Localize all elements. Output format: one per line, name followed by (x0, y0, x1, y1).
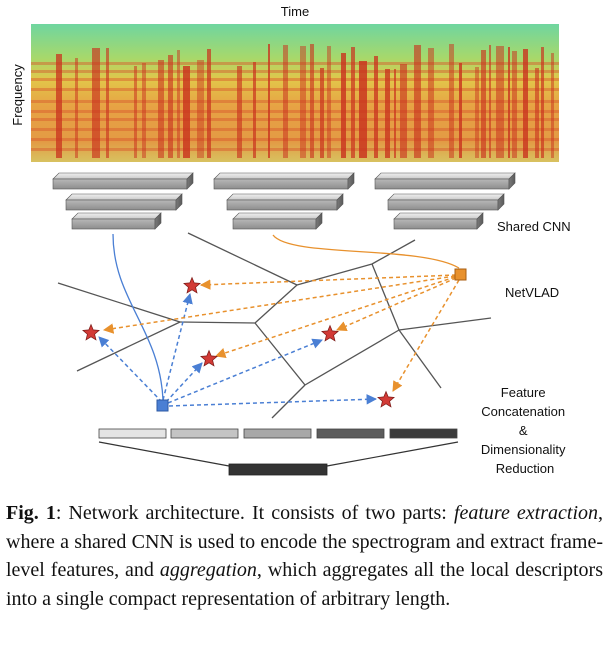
aggregation-label-line: Feature (501, 385, 546, 400)
shared-cnn-stacks (52, 172, 516, 230)
aggregation-label: Feature Concatenation & Dimensionality R… (481, 385, 569, 476)
blue-local-descriptor (156, 399, 169, 412)
caption-label: Fig. 1 (6, 502, 56, 524)
cluster-center-star (200, 349, 218, 367)
blue-residual-arrows (98, 292, 378, 407)
caption-text: , which aggregates all the local descrip… (6, 559, 603, 610)
aggregation-label-line: Concatenation (481, 404, 565, 419)
cnn-layer (226, 193, 344, 211)
concatenated-feature-bars (98, 428, 458, 439)
feature-vector-bar (243, 428, 312, 439)
cluster-center-star (377, 390, 395, 408)
netvlad-cluster-boundaries (57, 232, 492, 419)
caption-text: , where a shared CNN is used to encode t… (6, 502, 603, 581)
cnn-layer (65, 193, 183, 211)
blue-descriptor-link (112, 233, 164, 401)
caption-italic-term: feature extraction (453, 502, 598, 524)
aggregation-label-line: Reduction (496, 461, 555, 476)
orange-local-descriptor (454, 268, 467, 281)
caption-text: : Network architecture. It consists of t… (55, 502, 454, 524)
orange-residual-arrows (102, 274, 460, 392)
caption-italic-term: aggregation (159, 559, 257, 581)
spectrogram (31, 24, 559, 162)
cluster-center-star (321, 324, 339, 342)
shared-cnn-label: Shared CNN (497, 219, 571, 234)
spectrogram-voiced-columns (56, 44, 554, 158)
cluster-centers (82, 276, 395, 408)
feature-vector-bar (389, 428, 458, 439)
reduced-representation-bar (228, 463, 328, 476)
spectrogram-time-axis-label: Time (281, 4, 309, 19)
aggregation-label-line: Dimensionality (481, 442, 566, 457)
netvlad-label: NetVLAD (505, 285, 559, 300)
cnn-layer (374, 172, 516, 190)
feature-vector-bar (170, 428, 239, 439)
cluster-center-star (82, 323, 100, 341)
orange-descriptor-link (272, 234, 460, 269)
feature-vector-bar (316, 428, 385, 439)
spectrogram-harmonic-bands (31, 62, 559, 151)
feature-vector-bar (98, 428, 167, 439)
cnn-layer (393, 212, 484, 230)
cluster-center-star (183, 276, 201, 294)
cnn-layer (213, 172, 355, 190)
aggregation-label-line: & (519, 423, 528, 438)
network-architecture-diagram: Time Frequency Shared CNN NetVLAD (10, 4, 571, 476)
dimensionality-reduction-funnel (98, 441, 459, 467)
cnn-layer (52, 172, 194, 190)
spectrogram-frequency-axis-label: Frequency (10, 64, 25, 126)
cnn-layer (71, 212, 162, 230)
cnn-layer (387, 193, 505, 211)
figure-caption: Fig. 1: Network architecture. It consist… (6, 499, 603, 613)
cnn-layer (232, 212, 323, 230)
